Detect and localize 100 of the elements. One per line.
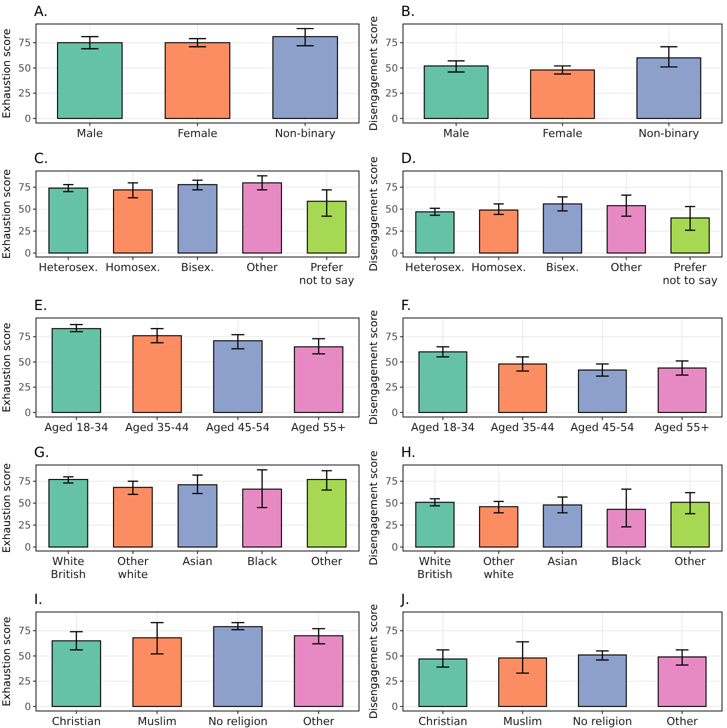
- bar: [530, 69, 595, 119]
- x-tick-label: Aged 55+: [291, 421, 346, 434]
- y-tick-label: 75: [18, 332, 31, 344]
- chart-title: A.: [34, 4, 48, 20]
- x-tick-label: Non-binary: [274, 127, 336, 140]
- y-tick-label: 0: [392, 408, 398, 419]
- x-tick-label: Homosex.: [106, 261, 160, 274]
- x-tick-label: Asian: [182, 555, 213, 568]
- y-tick-label: 0: [392, 702, 398, 713]
- y-axis-title: Disengagement score: [368, 310, 380, 425]
- bar: [479, 506, 518, 548]
- x-tick-label: Female: [178, 127, 218, 140]
- x-tick-label: Other: [246, 261, 278, 274]
- x-tick-label: Prefer not to say: [299, 261, 355, 287]
- bar: [178, 184, 218, 254]
- y-tick-label: 25: [18, 226, 31, 238]
- chart-title: D.: [401, 151, 416, 167]
- y-tick-label: 75: [385, 38, 398, 50]
- y-tick-label: 25: [18, 520, 31, 532]
- x-tick-label: Heterosex.: [405, 261, 465, 274]
- x-tick-label: Aged 35-44: [125, 421, 189, 434]
- bar: [418, 351, 468, 413]
- x-tick-label: Other: [311, 555, 343, 568]
- x-tick-label: Male: [76, 127, 104, 140]
- bar: [48, 188, 88, 254]
- x-tick-label: Christian: [52, 715, 101, 728]
- y-axis-title: Exhaustion score: [1, 463, 13, 553]
- y-axis-title: Disengagement score: [368, 450, 380, 566]
- y-tick-label: 25: [385, 88, 398, 100]
- x-tick-label: Aged 35-44: [490, 421, 554, 434]
- y-tick-label: 0: [24, 702, 31, 713]
- chart-title: G.: [34, 445, 50, 461]
- x-tick-label: Male: [443, 127, 470, 140]
- y-axis-title: Disengagement score: [368, 604, 380, 719]
- y-tick-label: 0: [24, 542, 31, 554]
- y-tick-label: 0: [392, 542, 398, 554]
- y-tick-label: 50: [385, 651, 398, 662]
- x-tick-label: Black: [247, 555, 278, 568]
- y-tick-label: 75: [385, 476, 398, 488]
- y-tick-label: 25: [385, 676, 398, 688]
- bar: [48, 478, 88, 548]
- chart-title: E.: [34, 298, 48, 314]
- x-tick-label: Aged 45-54: [570, 421, 634, 434]
- bar: [213, 626, 263, 707]
- y-tick-label: 50: [18, 651, 31, 662]
- y-axis-title: Disengagement score: [368, 156, 380, 272]
- y-tick-label: 25: [18, 676, 31, 688]
- x-tick-label: Aged 55+: [654, 421, 710, 434]
- x-tick-label: Homosex.: [471, 261, 526, 274]
- y-tick-label: 50: [18, 63, 31, 74]
- x-tick-label: No religion: [208, 715, 268, 728]
- y-tick-label: 0: [24, 248, 31, 260]
- y-tick-label: 75: [385, 182, 398, 194]
- x-tick-label: Prefer not to say: [662, 261, 718, 287]
- y-axis-title: Disengagement score: [368, 16, 380, 131]
- y-tick-label: 50: [385, 357, 398, 368]
- y-axis-title: Exhaustion score: [1, 616, 13, 706]
- y-tick-label: 75: [18, 626, 31, 638]
- y-tick-label: 0: [24, 408, 31, 419]
- y-tick-label: 50: [18, 498, 31, 510]
- y-tick-label: 0: [392, 248, 398, 260]
- y-tick-label: 75: [18, 182, 31, 194]
- y-tick-label: 0: [24, 114, 31, 125]
- y-tick-label: 75: [18, 476, 31, 488]
- x-tick-label: Aged 18-34: [411, 421, 475, 434]
- x-tick-label: Female: [542, 127, 583, 140]
- y-axis-title: Exhaustion score: [1, 28, 13, 118]
- x-tick-label: Muslim: [138, 715, 177, 728]
- bar: [415, 211, 455, 254]
- x-tick-label: Other: [674, 555, 706, 568]
- y-tick-label: 50: [385, 204, 398, 216]
- x-tick-label: Other white: [483, 555, 515, 581]
- x-tick-label: No religion: [572, 715, 632, 728]
- y-tick-label: 0: [392, 114, 398, 125]
- x-tick-label: Non-binary: [638, 127, 700, 140]
- chart-title: B.: [401, 4, 416, 20]
- bar: [52, 328, 102, 413]
- chart-title: F.: [401, 298, 412, 314]
- chart-title: I.: [34, 592, 43, 608]
- x-tick-label: Aged 18-34: [44, 421, 108, 434]
- chart-title: J.: [400, 592, 410, 608]
- y-tick-label: 50: [18, 357, 31, 368]
- y-tick-label: 25: [385, 226, 398, 238]
- chart-title: C.: [34, 151, 48, 167]
- x-tick-label: Other: [610, 261, 642, 274]
- x-tick-label: Other white: [117, 555, 149, 581]
- x-tick-label: Aged 45-54: [206, 421, 270, 434]
- y-axis-title: Exhaustion score: [1, 169, 13, 259]
- x-tick-label: White British: [50, 555, 86, 581]
- y-tick-label: 50: [385, 63, 398, 74]
- y-tick-label: 75: [18, 38, 31, 50]
- x-tick-label: Black: [611, 555, 642, 568]
- bar: [424, 65, 489, 119]
- x-tick-label: Asian: [547, 555, 578, 568]
- x-tick-label: Other: [303, 715, 335, 728]
- x-tick-label: Bisex.: [546, 261, 579, 274]
- chart-title: H.: [401, 445, 416, 461]
- bar: [415, 502, 455, 548]
- y-tick-label: 50: [18, 204, 31, 216]
- x-tick-label: Muslim: [503, 715, 542, 728]
